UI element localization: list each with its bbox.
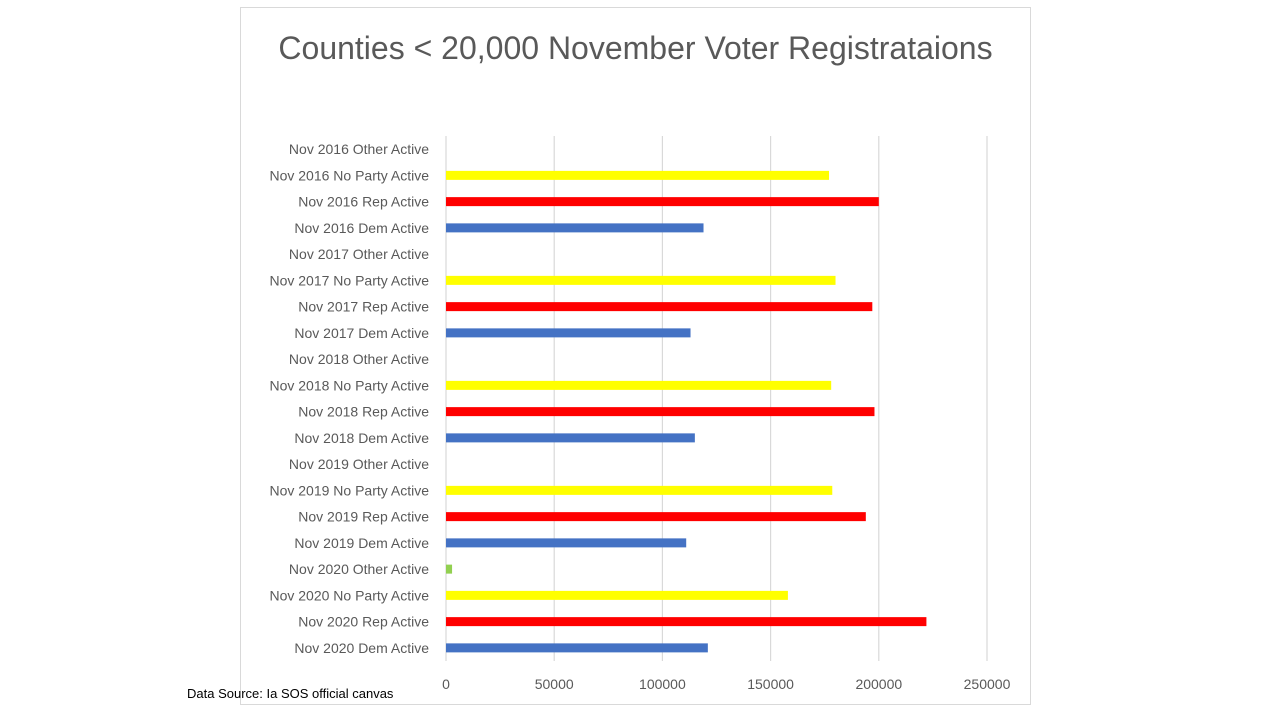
bar [446, 617, 927, 627]
bar [446, 590, 788, 600]
chart-frame [240, 7, 1031, 705]
category-label: Nov 2020 Other Active [289, 561, 429, 577]
category-label: Nov 2019 Other Active [289, 456, 429, 472]
bar [446, 328, 691, 338]
category-label: Nov 2016 Other Active [289, 141, 429, 157]
x-tick-label: 200000 [855, 676, 902, 692]
category-label: Nov 2019 No Party Active [269, 482, 429, 498]
bar [446, 485, 833, 495]
bar [446, 223, 704, 233]
bar [446, 538, 687, 548]
bar [446, 407, 875, 417]
category-label: Nov 2016 Rep Active [298, 194, 429, 210]
category-label: Nov 2019 Dem Active [294, 535, 429, 551]
category-label: Nov 2017 Other Active [289, 246, 429, 262]
category-label: Nov 2018 Dem Active [294, 430, 429, 446]
bar [446, 380, 832, 390]
category-label: Nov 2017 Dem Active [294, 325, 429, 341]
bar [446, 275, 836, 285]
category-label: Nov 2018 No Party Active [269, 377, 429, 393]
bar [446, 197, 879, 207]
source-note: Data Source: Ia SOS official canvas [187, 686, 394, 701]
x-tick-label: 50000 [535, 676, 574, 692]
category-label: Nov 2020 Rep Active [298, 614, 429, 630]
category-label: Nov 2017 Rep Active [298, 299, 429, 315]
x-tick-label: 250000 [964, 676, 1011, 692]
category-label: Nov 2017 No Party Active [269, 272, 429, 288]
chart-title: Counties < 20,000 November Voter Registr… [278, 30, 993, 66]
x-tick-label: 100000 [639, 676, 686, 692]
bar [446, 643, 708, 653]
category-label: Nov 2016 Dem Active [294, 220, 429, 236]
bar [446, 302, 873, 312]
category-label: Nov 2016 No Party Active [269, 167, 429, 183]
category-label: Nov 2020 Dem Active [294, 640, 429, 656]
bar [446, 170, 830, 180]
x-tick-label: 0 [442, 676, 450, 692]
bar [446, 433, 695, 443]
x-tick-label: 150000 [747, 676, 794, 692]
category-label: Nov 2019 Rep Active [298, 509, 429, 525]
bar [446, 564, 453, 574]
bar [446, 512, 866, 522]
category-label: Nov 2020 No Party Active [269, 587, 429, 603]
category-label: Nov 2018 Rep Active [298, 404, 429, 420]
category-label: Nov 2018 Other Active [289, 351, 429, 367]
